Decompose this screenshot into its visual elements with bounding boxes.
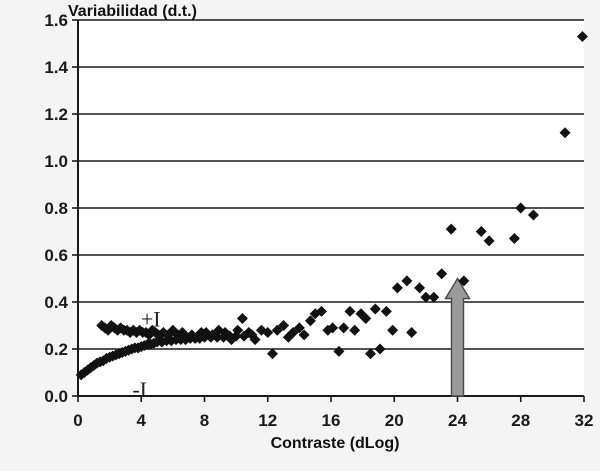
- data-point-0-78: [249, 334, 261, 346]
- data-point-0-109: [428, 291, 440, 303]
- annotation-label-1: -I: [132, 377, 147, 402]
- data-point-0-98: [360, 312, 372, 324]
- data-point-0-77: [243, 327, 255, 339]
- data-point-0-95: [344, 305, 356, 317]
- data-point-0-102: [380, 305, 392, 317]
- data-point-0-83: [278, 320, 290, 331]
- data-point-0-110: [436, 268, 448, 280]
- x-tick-label-7: 28: [511, 411, 530, 430]
- data-point-0-96: [349, 324, 361, 336]
- data-point-0-103: [387, 324, 399, 336]
- data-point-0-116: [515, 202, 527, 214]
- data-point-0-82: [271, 324, 283, 336]
- points-layer: [75, 30, 588, 381]
- data-point-0-90: [316, 305, 328, 317]
- y-tick-label-4: 0.8: [44, 199, 68, 218]
- data-point-0-76: [236, 312, 248, 324]
- x-tick-label-1: 4: [137, 411, 147, 430]
- data-point-0-104: [391, 282, 403, 294]
- data-point-0-92: [327, 322, 339, 334]
- data-point-0-93: [333, 345, 345, 357]
- data-point-0-101: [374, 343, 386, 355]
- x-tick-label-2: 8: [200, 411, 209, 430]
- x-axis-title: Contraste (dLog): [271, 435, 400, 452]
- x-tick-label-3: 12: [258, 411, 277, 430]
- data-point-0-108: [420, 291, 432, 303]
- y-tick-label-1: 0.2: [44, 340, 68, 359]
- data-point-0-118: [559, 127, 571, 139]
- data-point-0-75: [232, 324, 244, 336]
- data-point-0-71: [206, 329, 218, 341]
- data-point-0-80: [262, 327, 274, 339]
- y-tick-label-8: 1.6: [44, 11, 68, 30]
- x-tick-label-0: 0: [73, 411, 82, 430]
- data-point-0-88: [304, 315, 316, 327]
- data-point-0-117: [527, 209, 539, 221]
- data-point-0-87: [298, 329, 310, 341]
- y-axis-title: Variabilidad (d.t.): [68, 3, 197, 20]
- grid-layer: [78, 19, 584, 350]
- arrow-indicator: [444, 277, 471, 397]
- y-tick-label-3: 0.6: [44, 246, 68, 265]
- x-tick-label-5: 20: [385, 411, 404, 430]
- data-point-0-74: [225, 334, 237, 346]
- data-point-0-115: [508, 233, 520, 245]
- arrow-layer: [444, 277, 471, 397]
- data-point-0-107: [414, 282, 426, 294]
- x-tick-label-4: 16: [322, 411, 341, 430]
- data-point-0-105: [401, 275, 413, 287]
- data-point-0-119: [576, 30, 588, 42]
- data-point-0-114: [483, 235, 495, 247]
- axis-layer: [72, 19, 585, 402]
- data-point-0-100: [369, 303, 381, 315]
- y-tick-label-6: 1.2: [44, 105, 68, 124]
- data-point-0-86: [293, 322, 305, 334]
- data-point-0-106: [406, 327, 418, 339]
- data-point-0-111: [445, 223, 457, 235]
- y-tick-label-5: 1.0: [44, 152, 68, 171]
- y-tick-label-2: 0.4: [44, 293, 68, 312]
- x-tick-label-6: 24: [448, 411, 467, 430]
- data-point-0-73: [219, 327, 231, 339]
- data-point-0-113: [475, 226, 487, 237]
- data-point-0-85: [287, 327, 299, 339]
- data-point-0-112: [458, 275, 470, 287]
- data-point-0-81: [266, 348, 278, 360]
- data-point-0-99: [365, 348, 377, 360]
- annotation-label-0: +I: [141, 306, 161, 331]
- labels-layer: 0.0 0.2 0.4 0.6 0.8 1.0 1.2 1.4 1.6 0 4 8 12 16 20 24 28…: [44, 3, 593, 452]
- y-tick-label-0: 0.0: [44, 387, 68, 406]
- x-tick-label-8: 32: [575, 411, 594, 430]
- y-tick-label-7: 1.4: [44, 58, 68, 77]
- data-point-0-94: [338, 322, 350, 334]
